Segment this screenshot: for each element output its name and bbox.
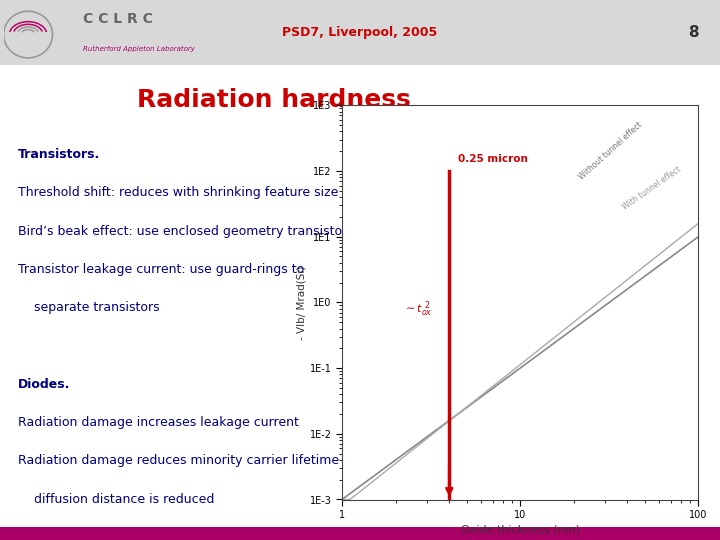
Text: separate transistors: separate transistors: [18, 301, 160, 314]
Text: 8: 8: [688, 25, 698, 40]
Text: Without tunnel effect: Without tunnel effect: [577, 120, 644, 182]
X-axis label: Oxide thickness (nm): Oxide thickness (nm): [461, 524, 580, 534]
Text: Transistor leakage current: use guard-rings to: Transistor leakage current: use guard-ri…: [18, 263, 305, 276]
Text: diffusion distance is reduced: diffusion distance is reduced: [18, 493, 215, 506]
Text: Radiation hardness: Radiation hardness: [137, 88, 410, 112]
Text: Bird’s beak effect: use enclosed geometry transistors: Bird’s beak effect: use enclosed geometr…: [18, 225, 354, 238]
Text: Diodes.: Diodes.: [18, 378, 71, 391]
Text: 0.25 micron: 0.25 micron: [458, 154, 528, 165]
Text: C C L R C: C C L R C: [83, 12, 153, 26]
Text: Transistors.: Transistors.: [18, 148, 100, 161]
Text: With tunnel effect: With tunnel effect: [621, 165, 683, 212]
Y-axis label: - VIb/ Mrad(Si): - VIb/ Mrad(Si): [297, 265, 307, 340]
Text: Threshold shift: reduces with shrinking feature size: Threshold shift: reduces with shrinking …: [18, 186, 338, 199]
Text: $\sim t_{ox}^{\ 2}$: $\sim t_{ox}^{\ 2}$: [403, 299, 433, 319]
Text: Radiation damage increases leakage current: Radiation damage increases leakage curre…: [18, 416, 299, 429]
Text: PSD7, Liverpool, 2005: PSD7, Liverpool, 2005: [282, 26, 438, 39]
Text: Rutherford Appleton Laboratory: Rutherford Appleton Laboratory: [83, 45, 194, 52]
Text: Radiation damage reduces minority carrier lifetime →: Radiation damage reduces minority carrie…: [18, 455, 354, 468]
